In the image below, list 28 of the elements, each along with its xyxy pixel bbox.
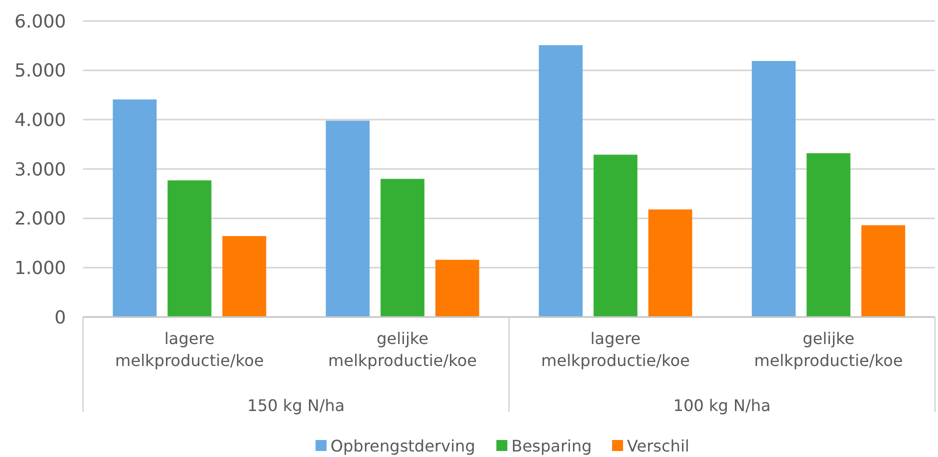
bar xyxy=(594,154,638,317)
bar xyxy=(380,178,424,317)
x-tick-label: lagere melkproductie/koe xyxy=(541,329,690,370)
y-tick-label: 0 xyxy=(54,307,66,328)
bar xyxy=(112,99,157,317)
text: 100 kg N/ha xyxy=(673,396,771,415)
bar xyxy=(861,225,906,317)
bar xyxy=(538,45,583,317)
y-tick-label: 1.000 xyxy=(14,258,66,279)
y-tick-label: 3.000 xyxy=(14,159,66,180)
bar xyxy=(648,209,692,317)
bar xyxy=(435,260,480,317)
bar xyxy=(326,120,370,317)
bar xyxy=(752,60,796,317)
bar xyxy=(806,153,850,317)
bar xyxy=(222,236,266,317)
x-tick-label: gelijke melkproductie/koe xyxy=(754,329,903,370)
y-tick-label: 2.000 xyxy=(14,208,66,230)
x-tick-label: gelijke melkproductie/koe xyxy=(328,329,477,370)
legend-label: Opbrengstderving xyxy=(330,436,476,456)
legend-label: Verschil xyxy=(627,436,690,456)
x-tick-label: lagere melkproductie/koe xyxy=(115,329,264,370)
text: 150 kg N/ha xyxy=(247,396,345,415)
bar xyxy=(168,180,212,317)
y-tick-label: 4.000 xyxy=(14,110,66,131)
y-tick-label: 5.000 xyxy=(14,60,66,82)
y-tick-label: 6.000 xyxy=(14,11,66,32)
legend-label: Besparing xyxy=(511,436,592,456)
